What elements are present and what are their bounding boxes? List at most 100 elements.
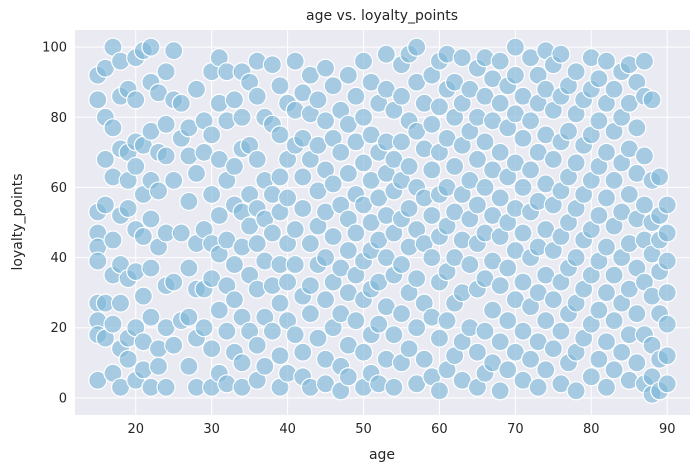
data-point (467, 149, 488, 169)
data-point (612, 342, 632, 362)
data-point (482, 300, 503, 320)
data-point (209, 300, 229, 320)
data-point (407, 269, 427, 289)
data-point (460, 254, 480, 275)
data-point (634, 146, 655, 166)
data-point (270, 293, 290, 313)
data-point (475, 132, 495, 152)
data-point (224, 90, 245, 110)
data-point (224, 290, 245, 310)
data-point (202, 184, 222, 205)
data-point (498, 360, 518, 380)
data-point (179, 191, 199, 212)
data-point (391, 86, 412, 106)
data-point (323, 76, 343, 96)
data-point (536, 311, 556, 331)
data-point (604, 170, 624, 191)
data-point (338, 163, 358, 184)
data-point (315, 111, 336, 131)
data-point (331, 142, 351, 162)
data-point (133, 286, 153, 306)
data-point (300, 233, 320, 254)
data-point (596, 188, 617, 208)
data-point (376, 44, 396, 64)
x-tick-label: 20 (127, 422, 144, 437)
data-point (277, 188, 298, 208)
data-point (498, 311, 518, 331)
data-point (429, 381, 450, 401)
data-point (126, 90, 146, 110)
data-point (520, 111, 541, 131)
data-point (513, 128, 533, 148)
data-point (293, 342, 313, 362)
data-point (270, 76, 290, 96)
data-point (604, 79, 624, 99)
data-point (164, 272, 184, 292)
data-point (505, 65, 525, 85)
data-point (490, 332, 510, 352)
data-point (384, 377, 404, 397)
data-point (543, 339, 563, 359)
data-point (657, 374, 677, 394)
x-tick-label: 90 (659, 422, 676, 437)
data-point (171, 223, 191, 243)
data-point (285, 51, 305, 71)
data-point (543, 149, 563, 169)
data-point (596, 283, 617, 303)
data-point (300, 276, 320, 296)
data-point (103, 230, 123, 250)
data-point (596, 377, 617, 397)
data-point (300, 304, 320, 324)
data-point (148, 181, 169, 201)
x-tick-label: 40 (279, 422, 296, 437)
data-point (422, 247, 442, 268)
data-point (422, 114, 442, 134)
data-point (353, 51, 374, 71)
data-point (627, 118, 647, 138)
chart-title: age vs. loyalty_points (306, 8, 458, 24)
data-point (490, 276, 510, 296)
data-point (528, 377, 548, 397)
data-point (596, 142, 617, 162)
data-point (369, 314, 389, 334)
data-point (315, 290, 336, 310)
data-point (315, 247, 336, 268)
x-axis-label: age (369, 447, 395, 463)
y-tick-label: 20 (50, 321, 67, 336)
data-point (490, 93, 510, 113)
data-point (270, 125, 290, 145)
data-point (353, 153, 374, 173)
x-tick-labels: 20 30 40 50 60 70 80 90 (127, 422, 675, 437)
data-point (247, 149, 267, 169)
data-point (308, 90, 328, 110)
data-point (422, 160, 442, 180)
data-point (285, 254, 305, 275)
data-point (141, 37, 161, 57)
data-point (164, 335, 184, 355)
data-point (429, 97, 450, 117)
data-point (566, 153, 586, 173)
data-point (95, 149, 115, 169)
data-point (285, 219, 305, 240)
data-point (262, 321, 283, 341)
data-point (619, 184, 639, 205)
data-point (224, 254, 245, 275)
data-point (490, 188, 510, 208)
data-point (164, 170, 184, 191)
data-point (141, 258, 161, 278)
data-point (186, 79, 207, 99)
data-point (141, 209, 161, 229)
data-point (657, 346, 677, 366)
data-point (179, 356, 199, 376)
data-point (346, 311, 366, 331)
data-point (589, 69, 609, 89)
data-point (490, 51, 510, 71)
data-point (338, 367, 358, 387)
data-point (262, 55, 283, 75)
data-point (596, 332, 617, 352)
data-point (202, 339, 222, 359)
y-tick-label: 100 (42, 41, 67, 56)
data-points (88, 37, 677, 404)
data-point (156, 62, 176, 82)
data-point (353, 107, 374, 127)
